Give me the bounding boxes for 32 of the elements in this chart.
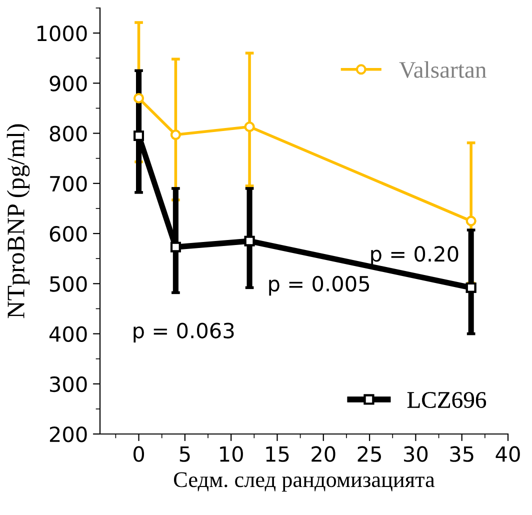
x-tick-label: 15	[266, 446, 289, 462]
x-tick-label: 20	[312, 446, 336, 462]
x-axis-title: Седм. след рандомизацията	[174, 472, 435, 492]
annotation: p = 0.063	[134, 322, 234, 342]
y-axis-title: NTproBNP (pg/ml)	[6, 124, 30, 318]
y-tick-label: 200	[50, 426, 87, 442]
x-tick-label: 25	[358, 446, 381, 462]
x-tick-label: 30	[404, 446, 428, 462]
point	[170, 130, 181, 140]
legend-label: Valsartan	[399, 61, 486, 78]
point	[466, 216, 476, 226]
legend-label: LCZ696	[407, 392, 486, 408]
point	[134, 130, 144, 142]
annotation: p = 0.005	[269, 276, 370, 296]
annotation: p = 0.20	[371, 246, 458, 266]
y-tick-label: 1000	[37, 26, 87, 42]
y-tick-label: 600	[50, 226, 87, 242]
x-tick-label: 0	[134, 446, 144, 462]
y-tick-label: 700	[50, 176, 87, 192]
y-tick-label: 500	[50, 276, 87, 292]
x-tick-label: 40	[496, 446, 520, 462]
point	[244, 236, 255, 246]
x-tick-label: 10	[220, 446, 243, 462]
y-tick-label: 400	[49, 326, 87, 342]
point	[134, 93, 144, 104]
y-tick-label: 900	[50, 76, 87, 92]
x-tick-label: 5	[180, 446, 190, 462]
y-tick-label: 800	[50, 126, 87, 142]
point	[244, 122, 255, 132]
y-tick-label: 300	[50, 376, 87, 392]
point	[170, 242, 181, 252]
x-tick-label: 35	[450, 446, 474, 462]
